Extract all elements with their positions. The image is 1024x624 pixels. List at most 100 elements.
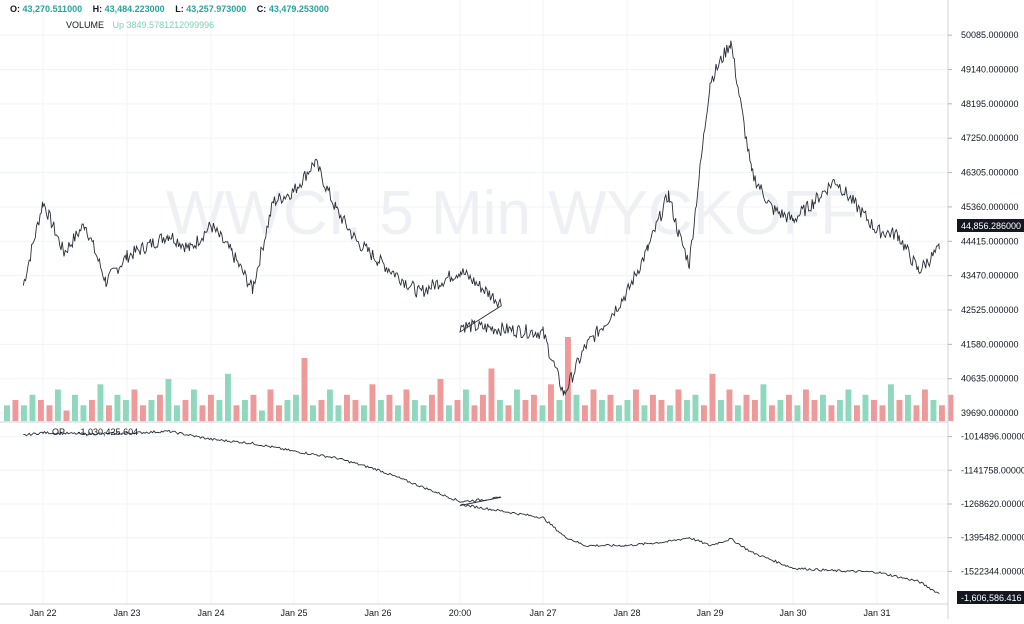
time-tick-label: Jan 26: [364, 608, 391, 618]
oscillator-axis-labels[interactable]: -1014896.00000 -1141758.00000 -1268620.000…: [948, 432, 1024, 577]
volume-bar: [922, 389, 928, 421]
price-tick-label: 46305.000000: [961, 168, 1019, 178]
volume-bar: [879, 405, 886, 422]
open-value: 43,270.511000: [22, 4, 83, 14]
volume-bar: [794, 405, 801, 422]
watermark: WWCI, 5 Min WYCKOFF: [166, 179, 858, 248]
volume-bar: [769, 405, 775, 422]
volume-bar: [259, 410, 265, 421]
close-value: 43,479.253000: [268, 4, 329, 14]
oscillator-value: -1,030,425.604: [77, 427, 139, 437]
volume-bar: [641, 405, 648, 422]
time-tick-label: Jan 23: [113, 608, 140, 618]
time-tick-label: Jan 29: [696, 608, 723, 618]
time-tick-label: Jan 25: [280, 608, 307, 618]
last-price-tag-bg: [957, 219, 1024, 232]
volume-bar: [692, 394, 699, 422]
low-label: L:: [175, 4, 184, 14]
price-tick-label: 49140.000000: [961, 64, 1019, 74]
volume-bar: [582, 405, 588, 422]
volume-bar: [429, 394, 435, 422]
volume-bar: [437, 379, 444, 421]
volume-bar: [803, 389, 809, 421]
volume-bar: [344, 394, 350, 422]
price-tick-label: 45360.000000: [961, 202, 1019, 212]
volume-bar: [658, 400, 665, 421]
time-tick-label: Jan 31: [863, 608, 890, 618]
volume-bar: [735, 405, 741, 422]
volume-bar: [743, 394, 750, 422]
volume-bar: [871, 400, 877, 421]
volume-bar: [21, 405, 27, 422]
volume-bar: [165, 379, 172, 421]
volume-bar: [777, 400, 784, 421]
volume-bar: [556, 400, 563, 421]
volume-bar: [216, 400, 223, 421]
volume-bar: [760, 384, 767, 422]
volume-bar: [106, 405, 112, 422]
price-tick-label: 44415.000000: [961, 236, 1019, 246]
volume-bar: [624, 400, 631, 421]
volume-bar: [820, 394, 826, 422]
oscillator-tick-label: -1268620.00000: [961, 499, 1024, 509]
time-tick-label: Jan 22: [29, 608, 56, 618]
volume-bar: [276, 405, 282, 422]
volume-bar: [55, 389, 61, 421]
volume-bar: [378, 400, 384, 421]
volume-bar: [590, 389, 597, 421]
volume-bar: [930, 400, 937, 421]
price-tick-label: 42525.000000: [961, 305, 1019, 315]
price-tick-label: 50085.000000: [961, 30, 1019, 40]
volume-bar: [395, 405, 401, 422]
volume-bar: [497, 400, 503, 421]
volume-bar: [599, 400, 605, 421]
ohlc-legend: O: 43,270.511000 H: 43,484.223000 L: 43,…: [10, 4, 337, 14]
volume-bar: [862, 394, 869, 422]
price-axis-labels[interactable]: 50085.000000 49140.000000 48195.000000 4725…: [948, 30, 1019, 418]
last-price-tag: 44,856.286000: [957, 219, 1024, 232]
price-tick-label: 40635.000000: [961, 374, 1019, 384]
volume-label: VOLUME: [66, 20, 105, 30]
volume-value: Up 3849.5781212099996: [112, 20, 215, 30]
volume-bar: [250, 394, 257, 422]
volume-bar: [157, 394, 163, 422]
volume-bar: [616, 405, 622, 422]
volume-bar: [174, 405, 180, 422]
close-label: C:: [256, 4, 267, 14]
volume-bar: [573, 394, 580, 422]
volume-bar: [199, 405, 206, 422]
volume-bar: [905, 394, 911, 422]
volume-bar: [242, 400, 248, 421]
volume-bar: [412, 400, 418, 421]
volume-bar: [89, 400, 95, 421]
volume-bar: [684, 400, 690, 421]
volume-bar: [29, 394, 36, 422]
time-axis-labels[interactable]: Jan 22 Jan 23 Jan 24 Jan 25 Jan 26 20:00 Jan 2…: [29, 608, 890, 618]
volume-bar: [845, 389, 852, 421]
price-tick-label: 39690.000000: [961, 408, 1019, 418]
volume-bar: [633, 389, 639, 421]
volume-bar: [828, 405, 835, 422]
price-line: [22, 40, 940, 396]
volume-bar: [131, 389, 138, 421]
volume-bar: [565, 337, 571, 421]
volume-bar: [531, 394, 537, 422]
volume-bar: [888, 384, 894, 422]
volume-bar: [352, 400, 359, 421]
oscillator-tick-label: -1141758.00000: [961, 465, 1024, 475]
time-tick-label: 20:00: [449, 608, 472, 618]
volume-bar: [182, 400, 189, 421]
volume-legend: VOLUME Up 3849.5781212099996: [66, 20, 214, 30]
last-price-value: 44,856.286000: [961, 221, 1021, 231]
volume-bar: [38, 400, 44, 421]
volume-bar: [913, 405, 920, 422]
volume-bar: [446, 405, 452, 422]
volume-bar: [4, 405, 10, 422]
volume-bar: [420, 405, 427, 422]
volume-bar: [718, 400, 724, 421]
volume-bar: [97, 384, 104, 422]
volume-bar: [284, 400, 291, 421]
volume-bar: [837, 400, 843, 421]
